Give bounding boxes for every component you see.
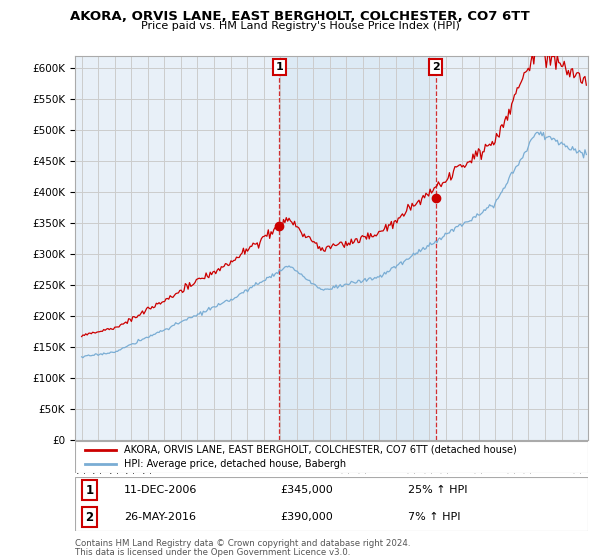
Text: HPI: Average price, detached house, Babergh: HPI: Average price, detached house, Babe… xyxy=(124,459,346,469)
Text: £390,000: £390,000 xyxy=(280,512,333,522)
Text: 11-DEC-2006: 11-DEC-2006 xyxy=(124,485,197,495)
FancyBboxPatch shape xyxy=(75,477,588,531)
Text: 2: 2 xyxy=(432,62,440,72)
FancyBboxPatch shape xyxy=(75,441,588,473)
Text: 1: 1 xyxy=(275,62,283,72)
Text: Contains HM Land Registry data © Crown copyright and database right 2024.: Contains HM Land Registry data © Crown c… xyxy=(75,539,410,548)
Text: 26-MAY-2016: 26-MAY-2016 xyxy=(124,512,196,522)
Text: This data is licensed under the Open Government Licence v3.0.: This data is licensed under the Open Gov… xyxy=(75,548,350,557)
Text: £345,000: £345,000 xyxy=(280,485,333,495)
Text: Price paid vs. HM Land Registry's House Price Index (HPI): Price paid vs. HM Land Registry's House … xyxy=(140,21,460,31)
Text: 2: 2 xyxy=(85,511,94,524)
Bar xyxy=(280,56,436,440)
Text: 25% ↑ HPI: 25% ↑ HPI xyxy=(409,485,468,495)
Text: AKORA, ORVIS LANE, EAST BERGHOLT, COLCHESTER, CO7 6TT (detached house): AKORA, ORVIS LANE, EAST BERGHOLT, COLCHE… xyxy=(124,445,517,455)
Text: AKORA, ORVIS LANE, EAST BERGHOLT, COLCHESTER, CO7 6TT: AKORA, ORVIS LANE, EAST BERGHOLT, COLCHE… xyxy=(70,10,530,23)
Text: 7% ↑ HPI: 7% ↑ HPI xyxy=(409,512,461,522)
Text: 1: 1 xyxy=(85,484,94,497)
